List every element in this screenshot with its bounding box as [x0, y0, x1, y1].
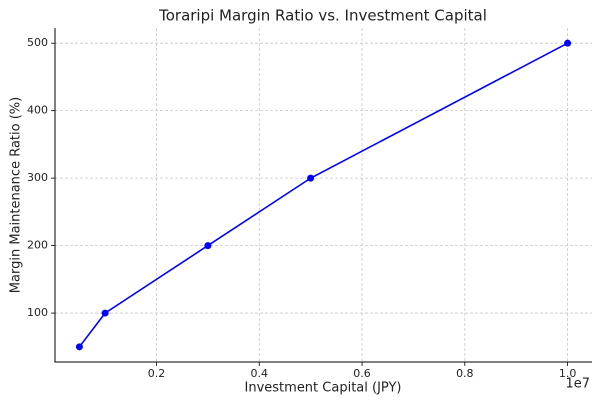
y-tick-label: 500	[27, 36, 48, 49]
x-axis-label: Investment Capital (JPY)	[245, 381, 402, 396]
y-tick-label: 300	[27, 171, 48, 184]
x-tick-label: 0.8	[456, 367, 474, 380]
data-point	[564, 39, 572, 47]
x-tick-label: 1.0	[559, 367, 577, 380]
y-tick-label: 200	[27, 239, 48, 252]
x-tick-label: 0.6	[353, 367, 371, 380]
x-offset-label: 1e7	[565, 377, 590, 392]
data-point	[307, 174, 315, 182]
y-tick-label: 400	[27, 104, 48, 117]
y-axis-label: Margin Maintenance Ratio (%)	[9, 97, 24, 293]
data-point	[101, 309, 109, 317]
chart-title: Toraripi Margin Ratio vs. Investment Cap…	[158, 7, 487, 25]
y-tick-label: 100	[27, 306, 48, 319]
x-tick-label: 0.2	[148, 367, 166, 380]
x-tick-label: 0.4	[251, 367, 269, 380]
data-line	[78, 42, 568, 348]
data-point	[75, 343, 83, 351]
data-point	[204, 242, 212, 250]
axes-frame	[54, 28, 592, 363]
